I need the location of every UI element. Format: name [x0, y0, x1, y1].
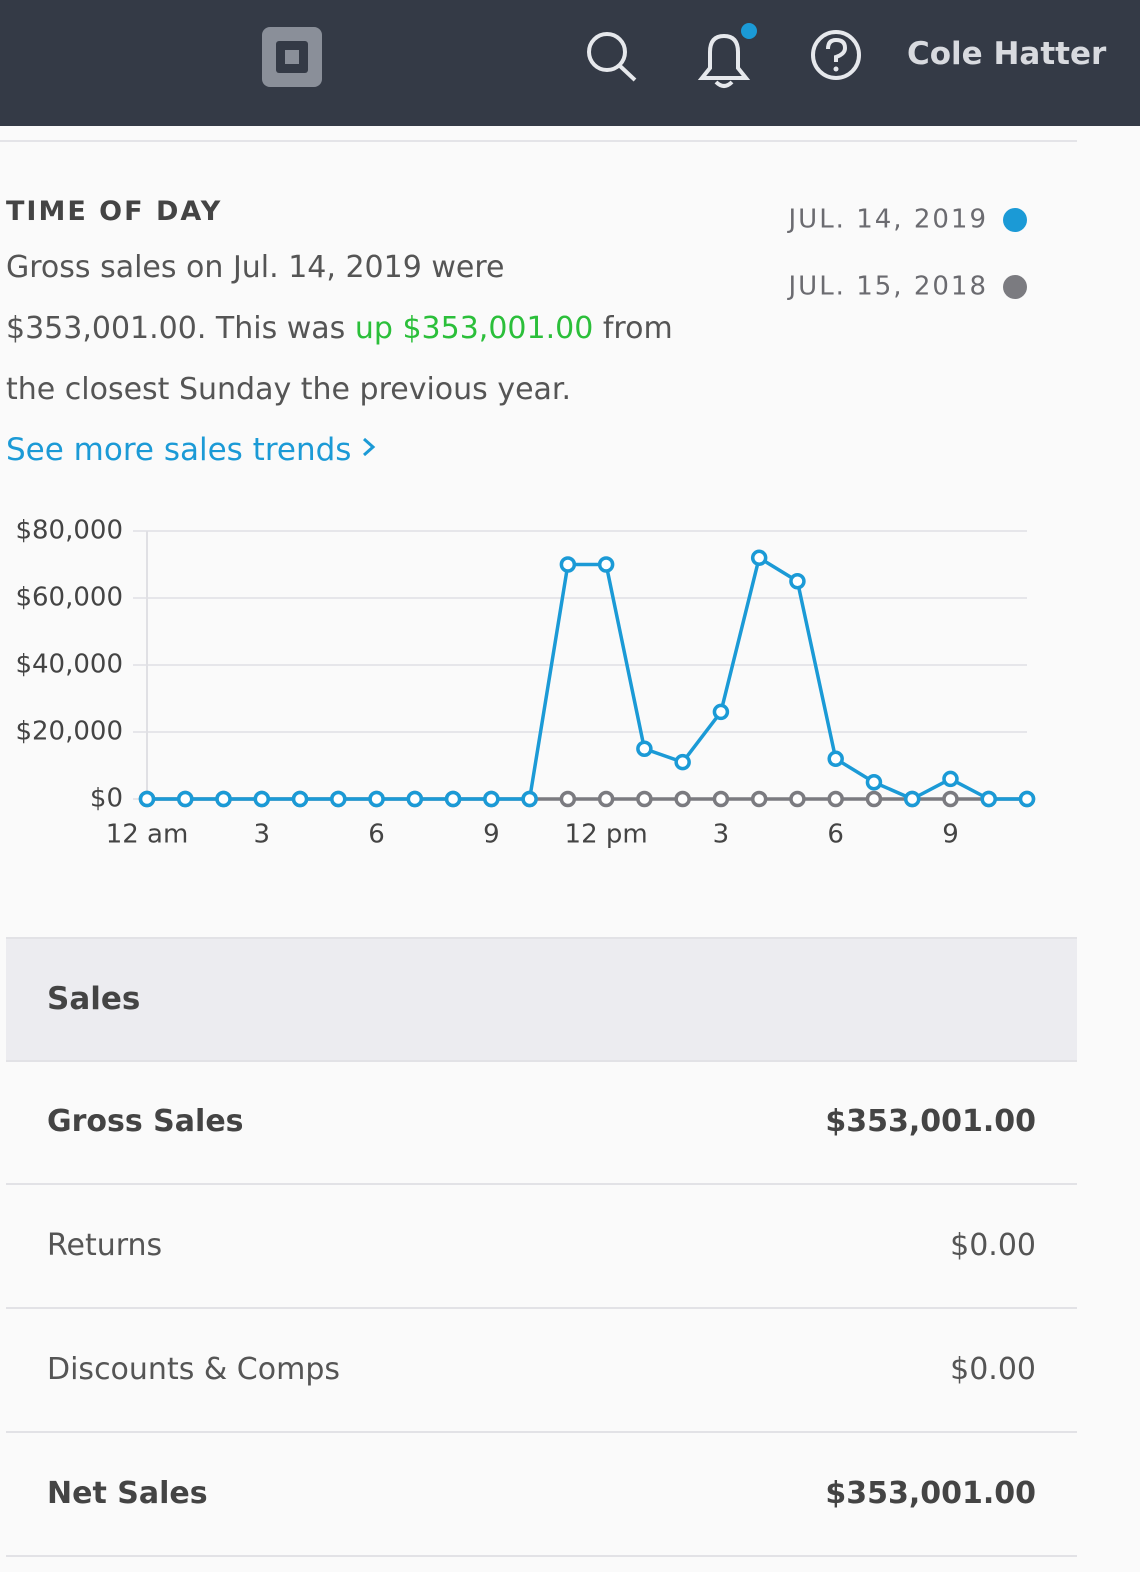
data-point	[827, 790, 844, 808]
table-row: Net Sales $353,001.00	[6, 1432, 1077, 1557]
chevron	[363, 437, 376, 457]
chart: $0 $20,000 $40,000 $60,000 $80,000 12 am 3 6 9 12…	[15, 205, 1036, 850]
data-point	[291, 790, 309, 808]
row-label: Discounts & Comps	[47, 1352, 340, 1387]
link-text[interactable]: See more sales trends	[6, 432, 352, 468]
data-point	[712, 703, 730, 721]
table-row: Discounts & Comps $0.00	[6, 1308, 1077, 1433]
legend-dot	[1003, 208, 1027, 232]
series-line	[147, 556, 1027, 801]
data-point	[483, 790, 500, 808]
notification-dot	[741, 23, 757, 39]
summary-line: Gross sales on Jul. 14, 2019 were	[6, 250, 505, 285]
summary-highlight: up $353,001.00	[354, 311, 594, 346]
summary-text: from	[593, 311, 673, 346]
x-tick-label: 3	[713, 820, 730, 850]
help-icon[interactable]	[811, 30, 861, 80]
table-header-text: Sales	[47, 981, 141, 1017]
x-tick-label: 3	[254, 820, 271, 850]
row-value: $0.00	[950, 1352, 1036, 1387]
data-point	[865, 790, 883, 808]
table-row: Returns $0.00	[6, 1184, 1077, 1309]
table-row: Gross Sales $353,001.00	[6, 1060, 1077, 1185]
search-icon[interactable]	[587, 32, 637, 82]
row-value: $353,001.00	[825, 1476, 1036, 1511]
data-point	[559, 790, 577, 808]
notification-icon[interactable]	[697, 33, 751, 88]
legend-label: JUL. 15, 2018	[787, 272, 989, 302]
y-tick-label: $40,000	[15, 650, 123, 680]
table-header: Sales	[6, 937, 1077, 1062]
x-tick-label: 6	[368, 820, 385, 850]
data-point	[597, 556, 615, 573]
row-label: Returns	[47, 1228, 163, 1263]
data-point	[980, 790, 997, 808]
summary-text: $353,001.00. This was	[6, 311, 355, 346]
y-tick-label: $0	[90, 784, 123, 814]
data-point	[750, 549, 768, 567]
x-tick-label: 9	[942, 820, 959, 850]
y-tick-label: $20,000	[15, 717, 123, 747]
x-tick-label: 9	[483, 820, 500, 850]
y-tick-label: $60,000	[15, 583, 123, 613]
data-point	[674, 790, 691, 808]
data-point	[942, 790, 959, 808]
data-point	[406, 790, 424, 808]
row-label: Gross Sales	[47, 1104, 244, 1139]
data-point	[215, 790, 232, 808]
data-point	[1018, 790, 1036, 808]
data-point	[444, 790, 462, 808]
data-point	[521, 790, 538, 808]
x-tick-label: 12 am	[106, 820, 189, 850]
sales-trends-link[interactable]: See more sales trends	[6, 432, 379, 468]
data-point	[253, 790, 271, 808]
divider	[0, 140, 1077, 142]
data-point	[138, 790, 156, 808]
data-point	[865, 774, 883, 791]
row-value: $0.00	[950, 1228, 1036, 1263]
summary-line: $353,001.00. This was up $353,001.00 fro…	[6, 311, 673, 346]
user-name[interactable]: Cole Hatter	[907, 36, 1107, 72]
data-point	[903, 790, 921, 808]
row-label: Net Sales	[47, 1476, 208, 1511]
x-tick-label: 6	[827, 820, 844, 850]
data-point	[636, 790, 653, 808]
y-tick-label: $80,000	[15, 516, 123, 546]
data-point	[636, 740, 653, 757]
data-point	[177, 790, 194, 808]
data-point	[750, 790, 768, 808]
data-point	[368, 790, 385, 808]
top-bar: Cole Hatter	[0, 0, 1140, 126]
legend-label: JUL. 14, 2019	[787, 205, 989, 235]
top-icons	[262, 23, 861, 88]
data-point	[827, 750, 844, 768]
data-point	[789, 573, 806, 590]
x-tick-label: 12 pm	[565, 820, 648, 850]
legend-dot	[1003, 275, 1027, 299]
data-point	[674, 753, 691, 771]
data-point	[712, 790, 730, 808]
section-title: TIME OF DAY	[6, 196, 223, 227]
row-value: $353,001.00	[825, 1104, 1036, 1139]
data-point	[789, 790, 806, 808]
data-point	[559, 556, 577, 573]
data-point	[330, 790, 347, 808]
data-point	[597, 790, 615, 808]
summary-line: the closest Sunday the previous year.	[6, 372, 572, 407]
data-point	[942, 770, 959, 788]
